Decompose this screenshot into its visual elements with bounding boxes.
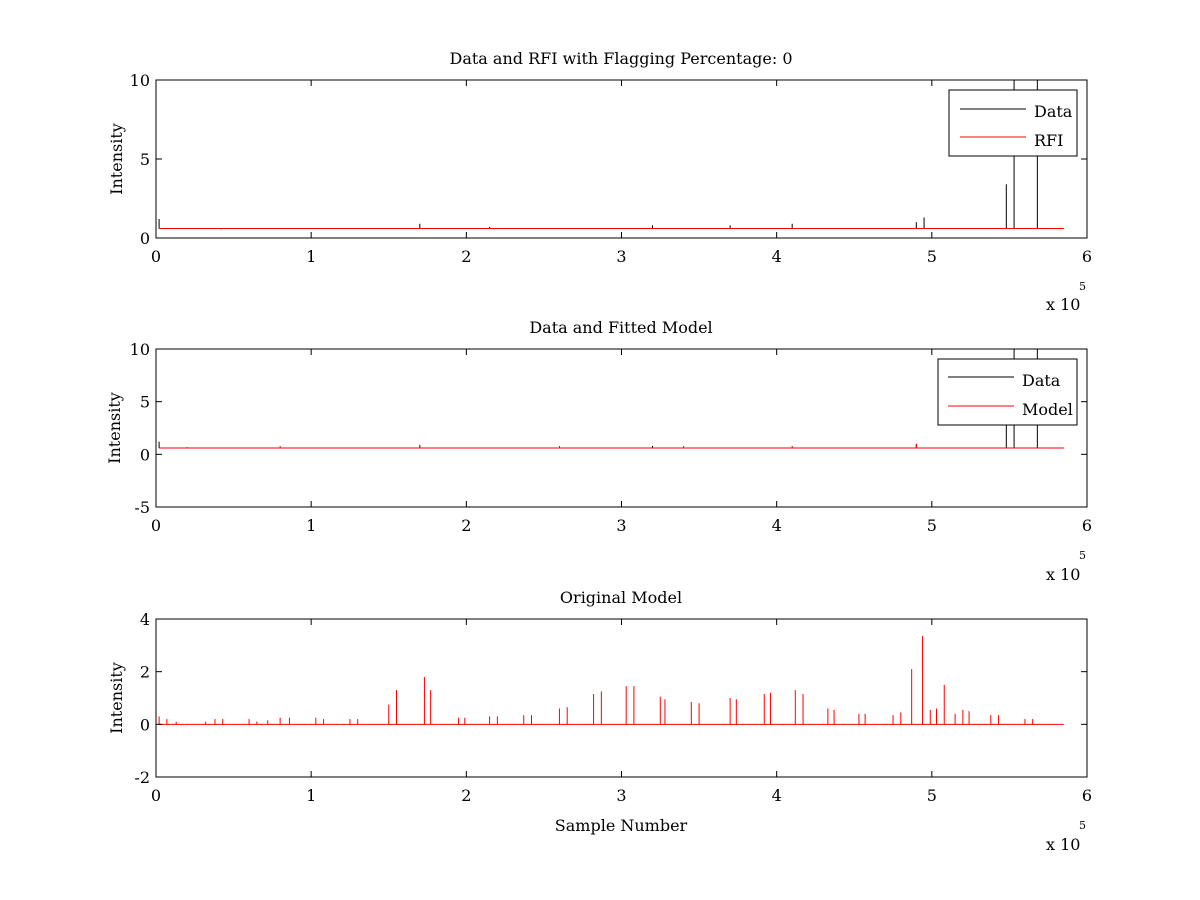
panel-1-xtick-label: 2 [461, 247, 471, 266]
panel-2-legend-box [937, 358, 1078, 426]
panel-3-xtick-label: 1 [306, 786, 316, 805]
panel-2-ytick-label: 10 [130, 340, 150, 359]
panel-1-legend-rfi-label: RFI [1034, 131, 1063, 150]
panel-1-axes-frame [155, 79, 1088, 239]
panel-2-xtick-label: 4 [772, 516, 782, 535]
panel-1-legend-box [948, 89, 1078, 157]
panel-2-plot-area [158, 349, 1064, 449]
panel-3-xtick-label: 2 [461, 786, 471, 805]
panel-1: Data and RFI with Flagging Percentage: 0… [107, 49, 1092, 314]
panel-2-xtick-label: 1 [306, 516, 316, 535]
panel-3-axes-frame [155, 618, 1088, 778]
panel-1-ytick-label: 0 [140, 229, 150, 248]
panel-1-plot-area [158, 80, 1064, 230]
panel-1-xtick-label: 0 [151, 247, 161, 266]
panel-3-x-exponent: x 10 [1046, 835, 1080, 854]
panel-3-ytick-label: 0 [140, 715, 150, 734]
panel-1-ticks: 0 1 2 3 4 5 6 0 5 10 [130, 71, 1092, 266]
panel-1-ytick-label: 10 [130, 71, 150, 90]
panel-1-ytick-label: 5 [140, 150, 150, 169]
panel-3-plot-area [158, 636, 1064, 725]
panel-2-xtick-label: 5 [927, 516, 937, 535]
panel-3-x-exponent-power: 5 [1079, 819, 1086, 832]
panel-3-xtick-label: 5 [927, 786, 937, 805]
panel-1-x-exponent: x 10 [1046, 295, 1080, 314]
panel-1-xtick-label: 5 [927, 247, 937, 266]
panel-2-title: Data and Fitted Model [529, 318, 712, 337]
panel-2-legend: Data Model [937, 358, 1078, 426]
panel-3-ytick-label: 2 [140, 663, 150, 682]
panel-1-xtick-label: 3 [616, 247, 626, 266]
panel-3-xtick-label: 3 [616, 786, 626, 805]
panel-3-xtick-label: 0 [151, 786, 161, 805]
panel-3-xlabel: Sample Number [555, 816, 688, 835]
panel-3-xtick-label: 6 [1082, 786, 1092, 805]
panel-3-ylabel: Intensity [107, 662, 126, 734]
panel-2-ytick-label: -5 [134, 498, 150, 517]
panel-3-title: Original Model [560, 588, 682, 607]
panel-3-ytick-label: 4 [140, 610, 150, 629]
panel-2-ytick-label: 0 [140, 445, 150, 464]
panel-3-ytick-label: -2 [134, 768, 150, 787]
panel-1-xtick-label: 1 [306, 247, 316, 266]
panel-2-xtick-label: 6 [1082, 516, 1092, 535]
panel-2-legend-model-label: Model [1022, 400, 1073, 419]
panel-2-xtick-label: 3 [616, 516, 626, 535]
panel-1-ylabel: Intensity [107, 123, 126, 195]
panel-2-x-exponent: x 10 [1046, 565, 1080, 584]
panel-1-legend: Data RFI [948, 89, 1078, 157]
panel-2-ylabel: Intensity [105, 392, 124, 464]
panel-2-xtick-label: 2 [461, 516, 471, 535]
panel-1-xtick-label: 6 [1082, 247, 1092, 266]
panel-1-xtick-label: 4 [772, 247, 782, 266]
panel-2-x-exponent-power: 5 [1079, 549, 1086, 562]
panel-1-legend-data-label: Data [1034, 102, 1073, 121]
panel-1-title: Data and RFI with Flagging Percentage: 0 [449, 49, 792, 68]
panel-2-xtick-label: 0 [151, 516, 161, 535]
panel-1-x-exponent-power: 5 [1079, 280, 1086, 293]
panel-3-xtick-label: 4 [772, 786, 782, 805]
panel-2-legend-data-label: Data [1022, 371, 1061, 390]
panel-2-ytick-label: 5 [140, 393, 150, 412]
